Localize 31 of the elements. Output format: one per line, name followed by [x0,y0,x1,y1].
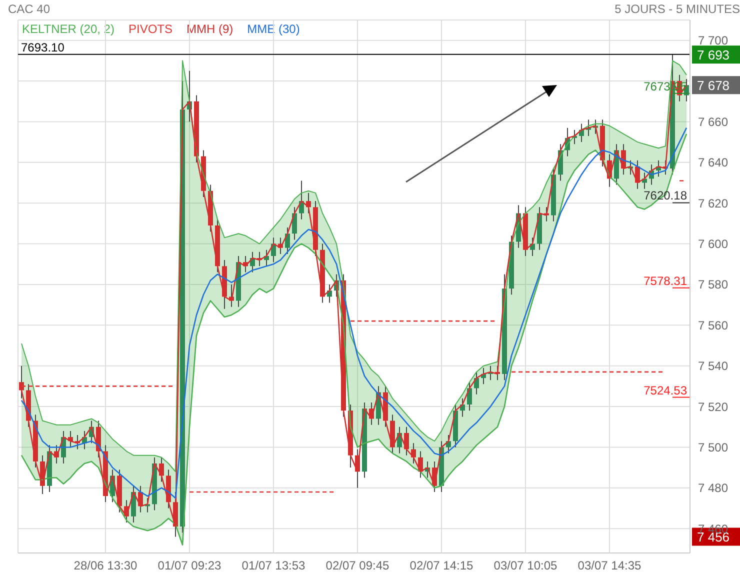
x-tick-label: 01/07 09:23 [158,558,222,573]
y-tick-label: 7 520 [698,400,728,414]
y-tick-label: 7 620 [698,196,728,210]
y-tick-label: 7 480 [698,481,728,496]
ref-line-label: 7578.31 [644,274,688,288]
y-tick-label: 7 600 [698,237,728,252]
text: PIVOTS [128,22,172,36]
y-tick-label: 7 540 [698,359,728,374]
x-tick-label: 28/06 13:30 [74,558,138,573]
x-tick-label: 02/07 14:15 [410,558,474,573]
candlestick [285,227,290,254]
candlestick [411,442,416,464]
candlestick [467,382,472,412]
ref-line-label: 7693.10 [21,40,65,54]
y-tick-label: 7 700 [698,34,728,48]
ref-line-label: 7524.53 [644,383,688,398]
y-tick-label: 7 580 [698,278,728,292]
text: MME (30) [247,22,300,36]
chart-title: CAC 40 [8,2,50,16]
price-tag: 7 678 [692,76,740,94]
y-tick-label: 7 560 [698,318,728,332]
x-tick-label: 02/07 09:45 [326,558,390,573]
y-tick-label: 7 660 [698,114,728,129]
price-tag: 7 693 [692,46,740,64]
x-tick-label: 03/07 10:05 [494,558,558,573]
x-tick-label: 03/07 14:35 [578,558,642,573]
x-tick-label: 01/07 13:53 [242,558,306,573]
y-tick-label: 7 640 [698,156,728,170]
text: MMH (9) [186,22,234,36]
y-tick-label: 7 500 [698,440,728,454]
chart-subtitle: 5 JOURS - 5 MINUTES [614,2,740,16]
